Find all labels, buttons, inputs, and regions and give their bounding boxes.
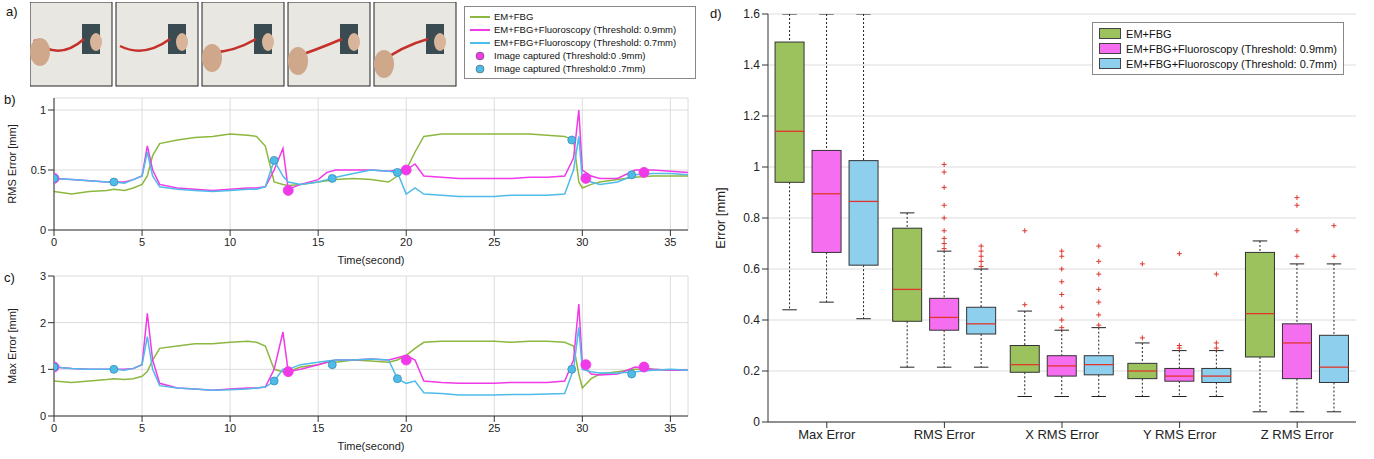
svg-text:X RMS Error: X RMS Error: [1025, 427, 1099, 442]
svg-text:RMS Error: RMS Error: [914, 427, 976, 442]
html-text:EM+FBG+Fluoroscopy (Threshold:: EM+FBG+Fluoroscopy (Threshold: 0.7mm): [1126, 57, 1337, 70]
svg-text:Z RMS Error: Z RMS Error: [1261, 427, 1335, 442]
svg-text:0.4: 0.4: [743, 313, 760, 327]
svg-text:0.6: 0.6: [743, 262, 760, 276]
svg-text:25: 25: [488, 236, 500, 248]
html-text:EM+FBG+Fluoroscopy (Threshold:: EM+FBG+Fluoroscopy (Threshold: 0.9mm): [1126, 42, 1337, 55]
svg-text:2: 2: [40, 317, 46, 329]
svg-text:3: 3: [40, 270, 46, 282]
svg-text:0.5: 0.5: [31, 164, 46, 176]
html-text:c): c): [4, 270, 15, 285]
svg-text:35: 35: [664, 422, 676, 434]
svg-text:RMS Error [mm]: RMS Error [mm]: [6, 124, 18, 203]
svg-text:0.2: 0.2: [743, 364, 760, 378]
html-text:d): d): [710, 6, 722, 21]
svg-text:0: 0: [40, 410, 46, 422]
svg-text:30: 30: [576, 236, 588, 248]
svg-text:10: 10: [224, 422, 236, 434]
html-text:a): a): [6, 4, 18, 19]
svg-text:0: 0: [51, 422, 57, 434]
svg-text:Time(second): Time(second): [338, 254, 405, 266]
svg-text:0: 0: [40, 224, 46, 236]
svg-text:15: 15: [312, 236, 324, 248]
svg-text:30: 30: [576, 422, 588, 434]
svg-text:15: 15: [312, 422, 324, 434]
html-text:EM+FBG+Fluoroscopy (Threshold:: EM+FBG+Fluoroscopy (Threshold: 0.9mm): [494, 24, 677, 35]
svg-text:20: 20: [400, 422, 412, 434]
html-text:Image captured (Threshold:0 .9: Image captured (Threshold:0 .9mm): [494, 50, 646, 61]
svg-text:25: 25: [488, 422, 500, 434]
svg-text:1.4: 1.4: [743, 58, 760, 72]
html-text:EM+FBG: EM+FBG: [494, 11, 534, 22]
svg-text:Y RMS Error: Y RMS Error: [1143, 427, 1217, 442]
html-text:EM+FBG+Fluoroscopy (Threshold:: EM+FBG+Fluoroscopy (Threshold: 0.7mm): [494, 37, 677, 48]
svg-text:1: 1: [40, 104, 46, 116]
html-text:b): b): [4, 92, 16, 107]
svg-text:5: 5: [139, 236, 145, 248]
svg-text:5: 5: [139, 422, 145, 434]
svg-text:1: 1: [40, 363, 46, 375]
html-text:Image captured (Threshold:0 .7: Image captured (Threshold:0 .7mm): [494, 63, 646, 74]
svg-text:1.2: 1.2: [743, 109, 760, 123]
svg-text:1: 1: [753, 160, 760, 174]
svg-text:Error [mm]: Error [mm]: [713, 187, 728, 248]
svg-text:1.6: 1.6: [743, 7, 760, 21]
svg-text:Max Error: Max Error: [798, 427, 856, 442]
svg-text:20: 20: [400, 236, 412, 248]
svg-text:0: 0: [753, 415, 760, 429]
svg-text:0: 0: [51, 236, 57, 248]
svg-text:10: 10: [224, 236, 236, 248]
svg-text:35: 35: [664, 236, 676, 248]
svg-text:Time(second): Time(second): [338, 440, 405, 452]
html-text:EM+FBG: EM+FBG: [1126, 27, 1172, 40]
svg-text:Max Error [mm]: Max Error [mm]: [6, 308, 18, 384]
svg-text:0.8: 0.8: [743, 211, 760, 225]
